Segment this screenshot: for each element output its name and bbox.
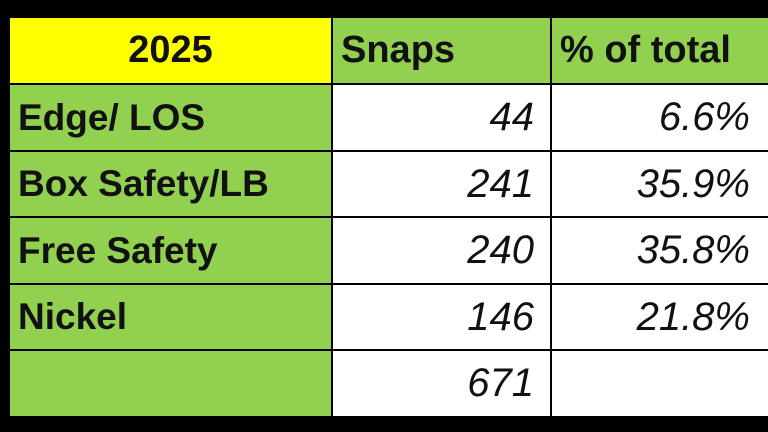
header-cell: 2025 bbox=[10, 18, 331, 83]
row-label: Free Safety bbox=[10, 218, 331, 283]
snaps-cell: 241 bbox=[333, 152, 550, 216]
row-label: Box Safety/LB bbox=[10, 152, 331, 216]
header-cell: % of total bbox=[552, 18, 768, 83]
total-label-cell bbox=[10, 351, 331, 416]
percent-cell: 21.8% bbox=[552, 285, 768, 349]
row-label: Edge/ LOS bbox=[10, 85, 331, 150]
percent-cell: 6.6% bbox=[552, 85, 768, 150]
snaps-cell: 240 bbox=[333, 218, 550, 283]
percent-cell: 35.9% bbox=[552, 152, 768, 216]
snaps-cell: 44 bbox=[333, 85, 550, 150]
header-cell: Snaps bbox=[333, 18, 550, 83]
row-label: Nickel bbox=[10, 285, 331, 349]
total-cell: 671 bbox=[333, 351, 550, 416]
percent-cell: 35.8% bbox=[552, 218, 768, 283]
total-percent-cell bbox=[552, 351, 768, 416]
snaps-cell: 146 bbox=[333, 285, 550, 349]
